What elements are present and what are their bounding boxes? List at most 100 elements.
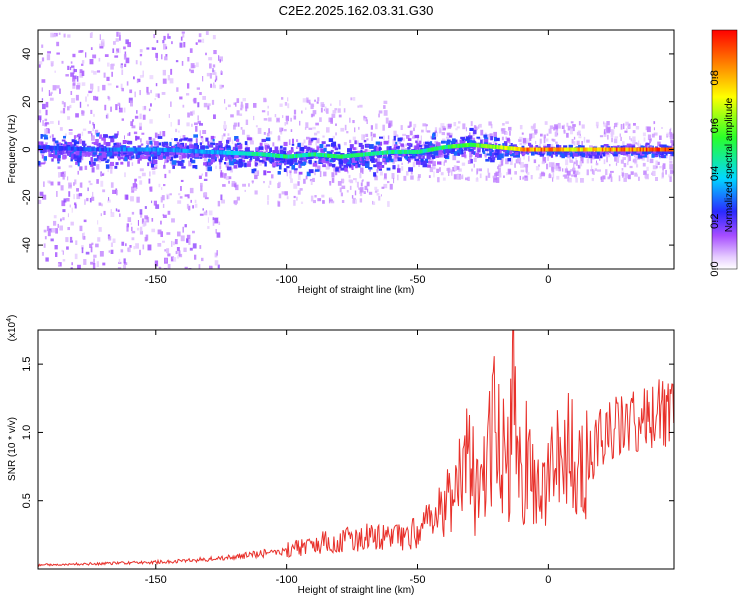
ridge-cell xyxy=(495,145,498,149)
noise-cell xyxy=(172,257,177,262)
noise-cell xyxy=(139,113,142,120)
colorbar-axis: 0.00.20.40.60.8 xyxy=(709,29,738,277)
band-cell xyxy=(281,157,286,161)
noise-cell xyxy=(62,108,66,114)
noise-cell xyxy=(119,32,121,38)
noise-cell xyxy=(533,159,537,164)
ridge-cell xyxy=(650,147,653,152)
noise-cell xyxy=(90,32,93,36)
ridge-cell xyxy=(457,143,460,148)
noise-cell xyxy=(228,176,232,180)
ridge-cell xyxy=(89,147,92,152)
noise-cell xyxy=(81,60,85,64)
noise-cell xyxy=(77,170,79,175)
band-cell xyxy=(101,153,107,158)
band-cell xyxy=(56,152,59,156)
band-cell xyxy=(594,154,599,159)
ridge-cell xyxy=(443,145,446,150)
noise-cell xyxy=(317,198,322,202)
noise-cell xyxy=(197,115,199,121)
noise-cell xyxy=(164,162,166,167)
noise-cell xyxy=(131,211,135,215)
noise-cell xyxy=(495,177,500,183)
noise-cell xyxy=(627,126,630,129)
noise-cell xyxy=(453,174,458,180)
noise-cell xyxy=(63,102,66,108)
ridge-cell xyxy=(378,151,381,155)
noise-cell xyxy=(290,129,293,132)
band-cell xyxy=(211,154,215,159)
band-cell xyxy=(291,143,295,146)
noise-cell xyxy=(60,172,65,177)
y-tick-label: 0.5 xyxy=(21,493,33,508)
ridge-cell xyxy=(66,146,69,151)
noise-cell xyxy=(438,127,442,134)
noise-cell xyxy=(666,132,670,137)
ridge-cell xyxy=(160,147,163,152)
ridge-cell xyxy=(290,154,293,159)
band-cell xyxy=(99,155,104,161)
noise-cell xyxy=(572,126,575,132)
noise-cell xyxy=(655,160,658,166)
ridge-cell xyxy=(125,147,129,152)
noise-cell xyxy=(597,169,601,172)
noise-cell xyxy=(267,105,269,109)
band-cell xyxy=(274,156,280,159)
ridge-cell xyxy=(67,146,70,151)
noise-cell xyxy=(356,140,359,145)
noise-cell xyxy=(389,183,393,190)
band-cell xyxy=(488,156,492,160)
band-cell xyxy=(226,140,230,144)
noise-cell xyxy=(76,76,79,82)
band-cell xyxy=(256,154,259,160)
noise-cell xyxy=(596,124,599,129)
band-cell xyxy=(104,134,108,138)
noise-cell xyxy=(140,143,144,146)
noise-cell xyxy=(572,170,576,175)
noise-cell xyxy=(317,165,321,172)
band-cell xyxy=(266,145,270,149)
noise-cell xyxy=(53,141,56,148)
noise-cell xyxy=(650,138,652,142)
noise-cell xyxy=(573,141,576,146)
band-cell xyxy=(53,149,56,154)
noise-cell xyxy=(581,124,585,129)
noise-cell xyxy=(519,125,523,130)
noise-cell xyxy=(184,266,188,269)
noise-cell xyxy=(627,174,631,180)
noise-cell xyxy=(103,210,106,215)
noise-cell xyxy=(476,168,479,174)
band-cell xyxy=(603,149,606,155)
noise-cell xyxy=(534,129,538,134)
band-cell xyxy=(321,158,326,164)
band-cell xyxy=(473,129,477,135)
noise-cell xyxy=(238,122,240,127)
noise-cell xyxy=(204,192,207,196)
noise-cell xyxy=(49,97,54,101)
noise-cell xyxy=(644,175,647,178)
band-cell xyxy=(310,138,314,142)
band-cell xyxy=(103,156,107,161)
noise-cell xyxy=(157,229,162,235)
ridge-cell xyxy=(512,146,515,151)
band-cell xyxy=(208,154,212,158)
colorbar-frame xyxy=(711,29,738,270)
band-cell xyxy=(41,141,44,146)
noise-cell xyxy=(629,165,633,169)
noise-cell xyxy=(428,175,431,178)
noise-cell xyxy=(150,103,152,107)
ridge-cell xyxy=(386,150,389,155)
noise-cell xyxy=(38,115,42,121)
band-cell xyxy=(278,155,284,161)
ridge-cell xyxy=(623,147,626,152)
noise-cell xyxy=(41,98,44,101)
band-cell xyxy=(181,166,186,169)
noise-cell xyxy=(465,177,468,181)
band-cell xyxy=(315,154,318,159)
noise-cell xyxy=(610,170,614,173)
noise-cell xyxy=(531,132,535,139)
band-cell xyxy=(384,160,387,165)
noise-cell xyxy=(146,92,150,95)
noise-cell xyxy=(662,168,664,172)
band-cell xyxy=(71,139,76,143)
